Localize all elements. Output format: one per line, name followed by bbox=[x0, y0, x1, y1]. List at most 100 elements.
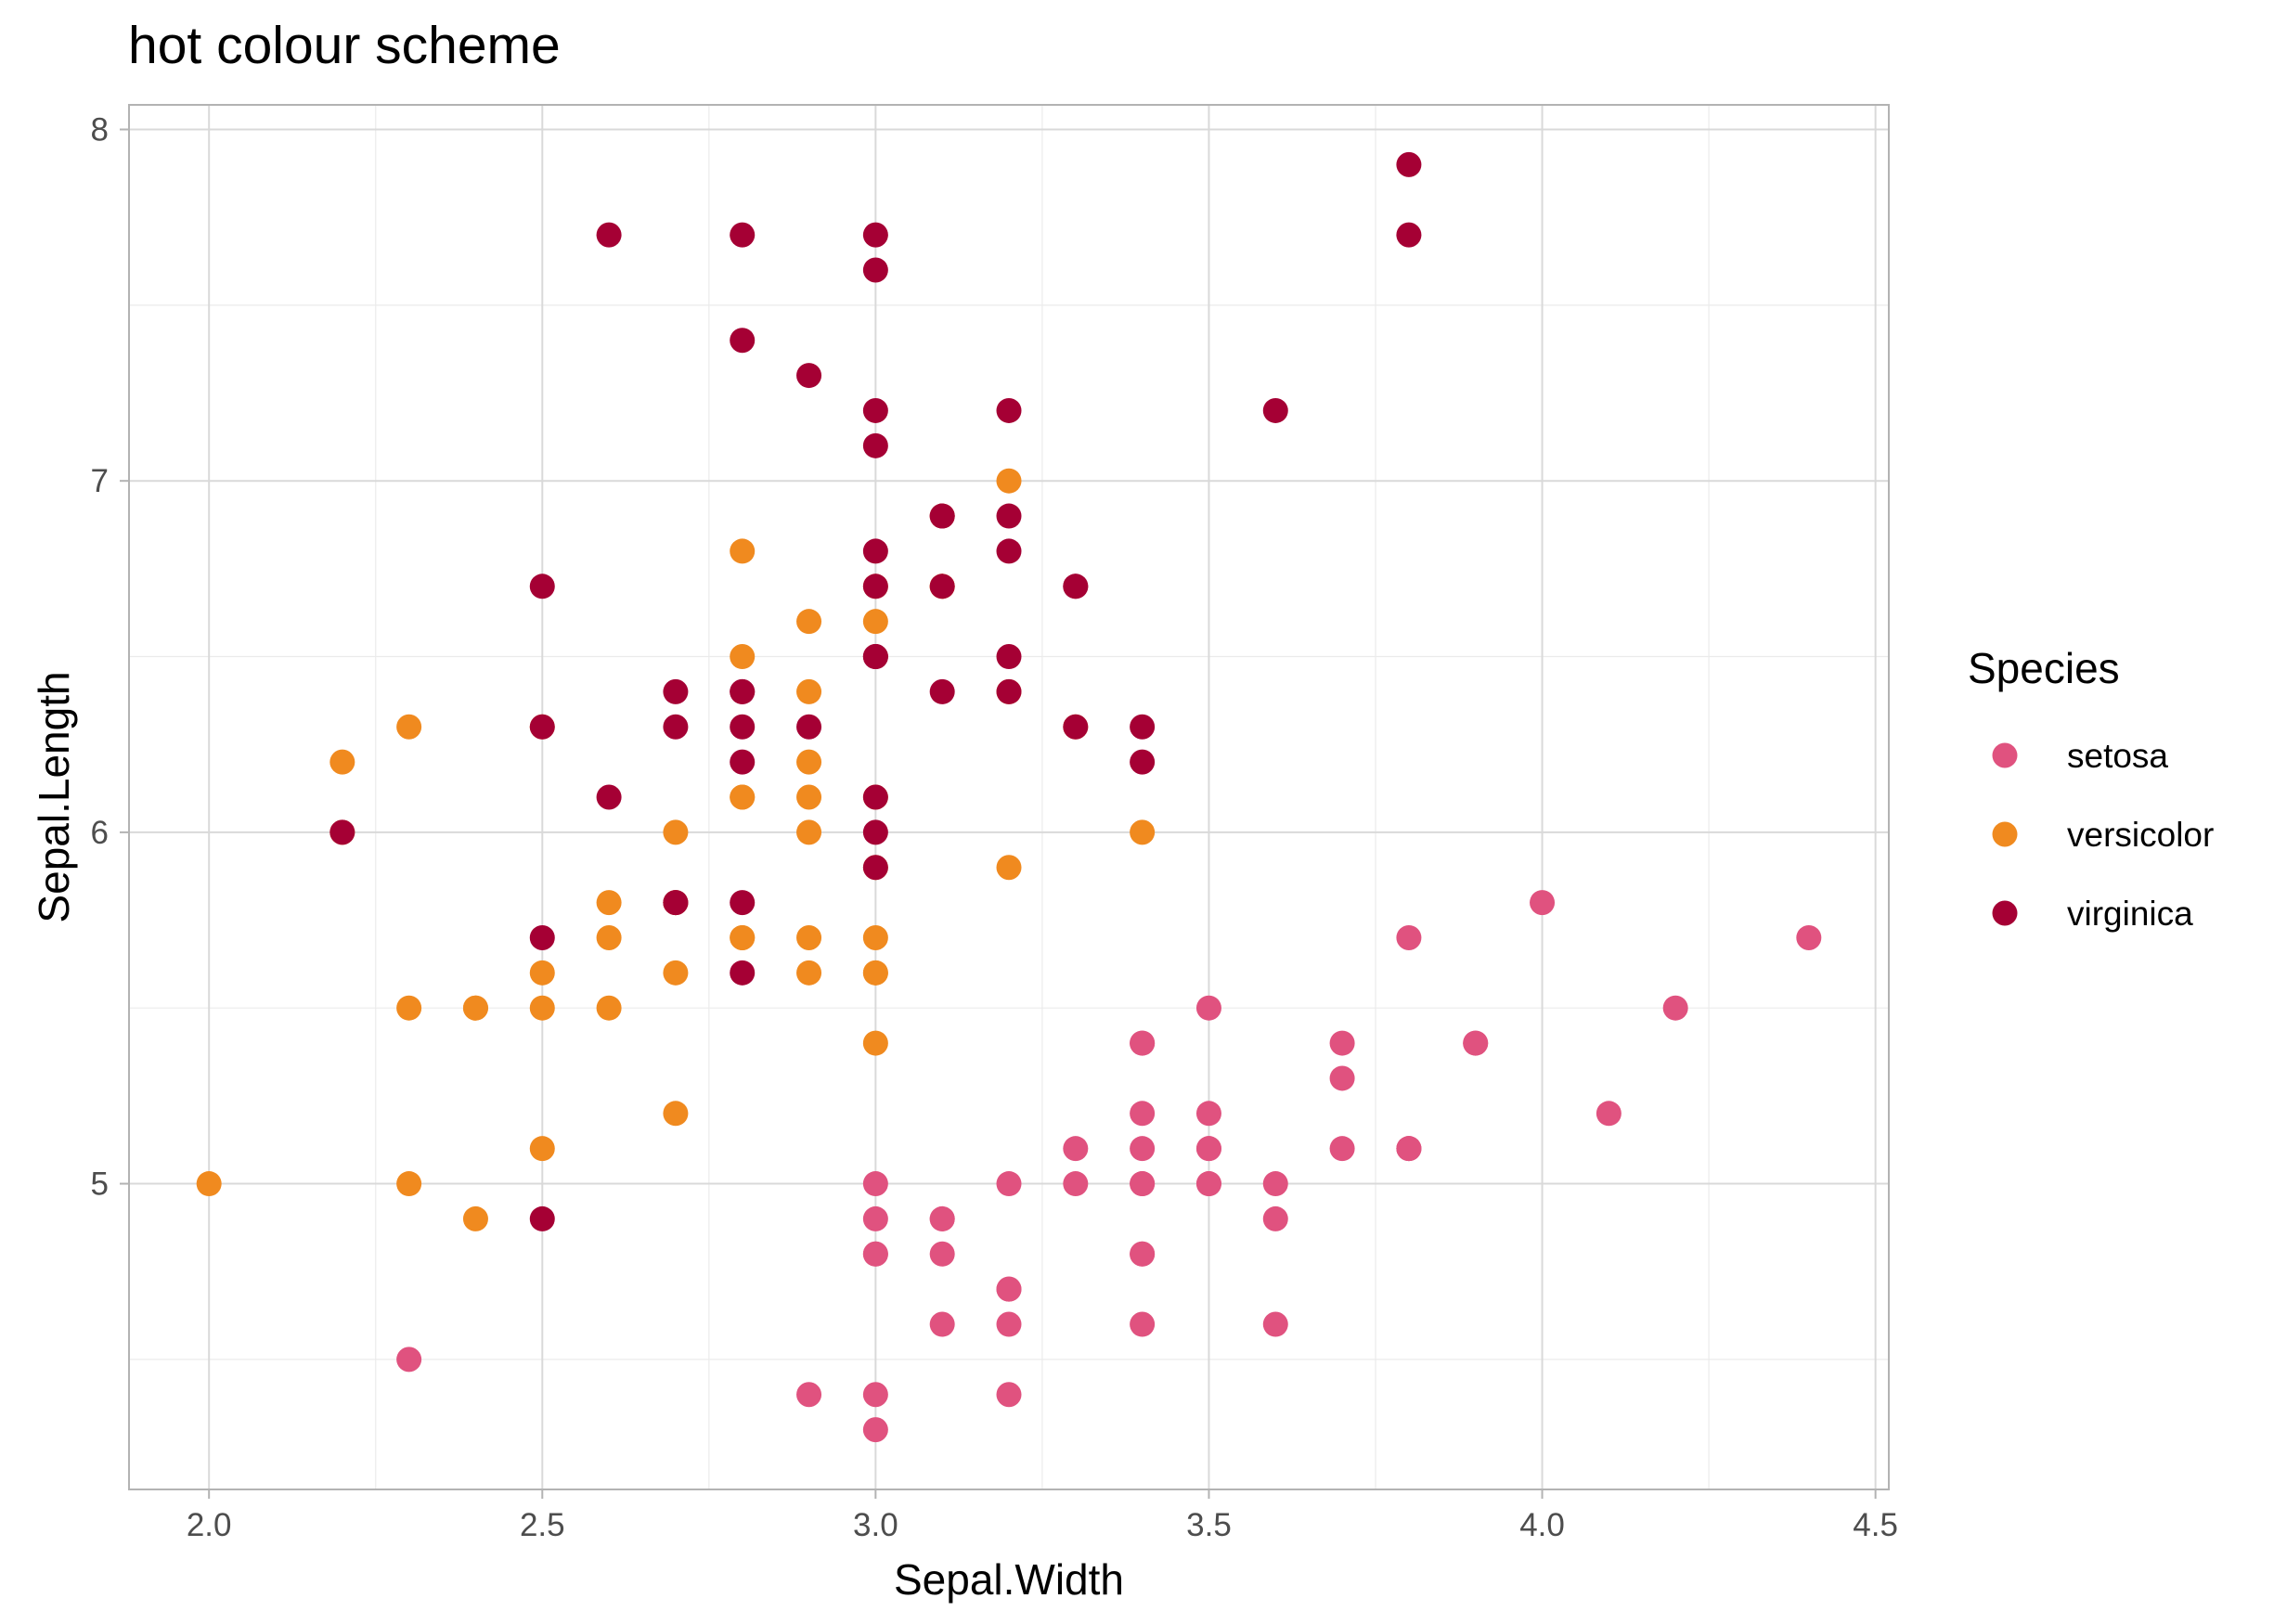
data-point-versicolor bbox=[596, 995, 622, 1021]
data-point-versicolor bbox=[529, 995, 555, 1021]
data-point-setosa bbox=[1130, 1101, 1156, 1127]
data-point-versicolor bbox=[996, 468, 1022, 494]
x-tick-label: 2.5 bbox=[520, 1507, 565, 1543]
legend-title: Species bbox=[1968, 644, 2120, 692]
data-point-setosa bbox=[1329, 1030, 1355, 1056]
data-point-virginica bbox=[663, 714, 689, 740]
data-point-virginica bbox=[862, 574, 888, 599]
data-point-setosa bbox=[1596, 1101, 1622, 1127]
data-point-setosa bbox=[929, 1241, 955, 1267]
data-point-setosa bbox=[1195, 1136, 1221, 1162]
data-point-versicolor bbox=[862, 609, 888, 635]
data-point-virginica bbox=[862, 819, 888, 845]
y-axis-title: Sepal.Length bbox=[30, 671, 78, 922]
x-tick-label: 3.5 bbox=[1186, 1507, 1232, 1543]
data-point-setosa bbox=[1262, 1171, 1288, 1197]
data-point-virginica bbox=[730, 222, 756, 248]
x-tick-label: 4.5 bbox=[1853, 1507, 1898, 1543]
y-tick-label: 7 bbox=[91, 463, 109, 499]
data-point-virginica bbox=[730, 714, 756, 740]
data-point-virginica bbox=[1396, 222, 1422, 248]
data-point-virginica bbox=[996, 503, 1022, 529]
data-point-setosa bbox=[1796, 924, 1822, 950]
data-point-versicolor bbox=[796, 749, 822, 775]
x-axis-title: Sepal.Width bbox=[894, 1555, 1124, 1604]
data-point-virginica bbox=[730, 328, 756, 354]
data-point-versicolor bbox=[730, 538, 756, 564]
legend-label-versicolor: versicolor bbox=[2067, 816, 2214, 854]
data-point-setosa bbox=[1130, 1311, 1156, 1337]
data-point-virginica bbox=[663, 890, 689, 916]
data-point-setosa bbox=[1463, 1030, 1489, 1056]
data-point-virginica bbox=[929, 678, 955, 704]
data-point-setosa bbox=[1329, 1136, 1355, 1162]
data-point-virginica bbox=[730, 678, 756, 704]
data-points bbox=[196, 151, 1822, 1443]
data-point-virginica bbox=[1130, 714, 1156, 740]
data-point-setosa bbox=[996, 1382, 1022, 1408]
data-point-setosa bbox=[1130, 1171, 1156, 1197]
data-point-setosa bbox=[1063, 1171, 1089, 1197]
data-point-setosa bbox=[1063, 1136, 1089, 1162]
data-point-virginica bbox=[996, 538, 1022, 564]
data-point-setosa bbox=[996, 1311, 1022, 1337]
data-point-versicolor bbox=[596, 890, 622, 916]
data-point-virginica bbox=[996, 397, 1022, 423]
data-point-setosa bbox=[996, 1276, 1022, 1302]
data-point-virginica bbox=[529, 924, 555, 950]
data-point-virginica bbox=[529, 714, 555, 740]
data-point-virginica bbox=[1130, 749, 1156, 775]
data-point-virginica bbox=[929, 503, 955, 529]
data-point-virginica bbox=[862, 222, 888, 248]
data-point-versicolor bbox=[462, 995, 488, 1021]
data-point-versicolor bbox=[796, 784, 822, 810]
y-tick-label: 5 bbox=[91, 1166, 109, 1203]
data-point-virginica bbox=[529, 574, 555, 599]
data-point-virginica bbox=[1063, 714, 1089, 740]
data-point-setosa bbox=[1396, 924, 1422, 950]
data-point-virginica bbox=[862, 257, 888, 283]
data-point-versicolor bbox=[663, 819, 689, 845]
data-point-versicolor bbox=[730, 644, 756, 670]
data-point-virginica bbox=[730, 749, 756, 775]
data-point-versicolor bbox=[1130, 819, 1156, 845]
data-point-versicolor bbox=[796, 609, 822, 635]
data-point-virginica bbox=[1396, 151, 1422, 177]
data-point-versicolor bbox=[529, 1136, 555, 1162]
data-point-versicolor bbox=[396, 714, 422, 740]
data-point-versicolor bbox=[329, 749, 355, 775]
axes: 2.0 2.5 3.0 3.5 4.0 4.5 5 6 7 8 bbox=[91, 112, 1898, 1543]
data-point-virginica bbox=[1063, 574, 1089, 599]
y-tick-label: 8 bbox=[91, 112, 109, 148]
data-point-setosa bbox=[796, 1382, 822, 1408]
data-point-versicolor bbox=[796, 819, 822, 845]
data-point-setosa bbox=[862, 1417, 888, 1443]
data-point-setosa bbox=[1130, 1136, 1156, 1162]
data-point-setosa bbox=[1130, 1241, 1156, 1267]
data-point-setosa bbox=[1662, 995, 1688, 1021]
data-point-virginica bbox=[730, 960, 756, 986]
legend-key-versicolor bbox=[1992, 821, 2018, 847]
data-point-virginica bbox=[996, 678, 1022, 704]
data-point-versicolor bbox=[862, 1030, 888, 1056]
data-point-versicolor bbox=[796, 960, 822, 986]
data-point-versicolor bbox=[862, 960, 888, 986]
data-point-setosa bbox=[1262, 1311, 1288, 1337]
data-point-versicolor bbox=[663, 960, 689, 986]
data-point-versicolor bbox=[462, 1205, 488, 1231]
data-point-virginica bbox=[1262, 397, 1288, 423]
x-tick-label: 3.0 bbox=[853, 1507, 898, 1543]
data-point-versicolor bbox=[796, 924, 822, 950]
data-point-virginica bbox=[862, 397, 888, 423]
data-point-versicolor bbox=[396, 1171, 422, 1197]
data-point-virginica bbox=[730, 890, 756, 916]
data-point-virginica bbox=[329, 819, 355, 845]
data-point-setosa bbox=[862, 1382, 888, 1408]
data-point-setosa bbox=[929, 1205, 955, 1231]
legend-label-virginica: virginica bbox=[2067, 895, 2193, 933]
data-point-setosa bbox=[996, 1171, 1022, 1197]
data-point-virginica bbox=[862, 784, 888, 810]
data-point-versicolor bbox=[396, 995, 422, 1021]
data-point-setosa bbox=[862, 1171, 888, 1197]
data-point-setosa bbox=[1195, 1101, 1221, 1127]
